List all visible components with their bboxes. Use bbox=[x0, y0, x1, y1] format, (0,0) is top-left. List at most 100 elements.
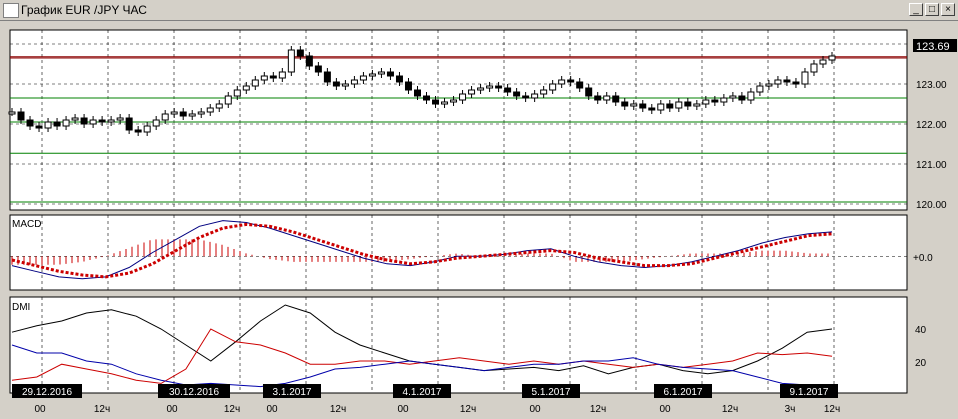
macd-zero-label: +0.0 bbox=[913, 253, 933, 264]
candle-body bbox=[215, 103, 223, 109]
date-label-bg bbox=[654, 384, 712, 398]
candle-body bbox=[323, 71, 331, 83]
candle-body bbox=[468, 89, 476, 95]
candle-body bbox=[359, 75, 367, 81]
date-label: 29.12.2016 bbox=[22, 387, 72, 398]
candle-body bbox=[495, 85, 503, 89]
candle-body bbox=[684, 101, 692, 107]
candle-body bbox=[756, 85, 764, 93]
candle-body bbox=[350, 79, 358, 85]
macd-lines bbox=[11, 220, 833, 280]
candle-body bbox=[206, 107, 214, 113]
macd-grid bbox=[10, 215, 907, 290]
dmi-lines bbox=[11, 304, 833, 388]
dmi-title: DMI bbox=[12, 302, 30, 313]
candle-body bbox=[17, 111, 25, 121]
candle-body bbox=[134, 129, 142, 133]
date-label: 5.1.2017 bbox=[532, 387, 571, 398]
candle-body bbox=[621, 101, 629, 107]
candle-body bbox=[332, 81, 340, 87]
candle-body bbox=[377, 71, 385, 75]
chart-app-icon bbox=[3, 3, 19, 18]
candle-body bbox=[450, 99, 458, 103]
candle-body bbox=[432, 99, 440, 105]
candle-body bbox=[287, 49, 295, 73]
macd-signal-line bbox=[11, 222, 833, 279]
dmi-grid bbox=[41, 297, 835, 393]
candle-body bbox=[107, 119, 115, 123]
macd-title: MACD bbox=[12, 219, 41, 230]
x-tick-label: 00 bbox=[659, 404, 671, 415]
price-tick-label: 120.00 bbox=[916, 200, 947, 211]
candle-body bbox=[576, 81, 584, 89]
candle-body bbox=[675, 101, 683, 109]
x-tick-label: 00 bbox=[397, 404, 409, 415]
candle-body bbox=[720, 97, 728, 103]
candle-body bbox=[125, 117, 133, 131]
candle-body bbox=[170, 111, 178, 115]
x-tick-label: 00 bbox=[34, 404, 46, 415]
date-label-bg bbox=[780, 384, 838, 398]
candle-body bbox=[738, 95, 746, 101]
price-tick-label: 123.00 bbox=[916, 80, 947, 91]
candle-body bbox=[423, 95, 431, 101]
candle-body bbox=[558, 79, 566, 85]
x-tick-label: 12ч bbox=[590, 404, 606, 415]
time-axis: 00 12ч 00 12ч 00 12ч 00 12ч 00 12ч 00 12ч 3ч 12ч bbox=[34, 404, 840, 415]
candle-body bbox=[531, 93, 539, 99]
x-tick-label: 00 bbox=[166, 404, 178, 415]
x-tick-label: 12ч bbox=[330, 404, 346, 415]
x-tick-label: 12ч bbox=[824, 404, 840, 415]
candle-body bbox=[413, 89, 421, 97]
close-button[interactable]: × bbox=[941, 3, 955, 16]
candle-body bbox=[260, 75, 268, 81]
candle-body bbox=[666, 103, 674, 109]
candle-body bbox=[314, 65, 322, 73]
candle-body bbox=[567, 79, 575, 83]
candle-body bbox=[179, 111, 187, 117]
candle-body bbox=[792, 81, 800, 85]
candle-body bbox=[197, 111, 205, 115]
candle-body bbox=[765, 83, 773, 87]
candle-body bbox=[161, 113, 169, 121]
x-tick-label: 00 bbox=[529, 404, 541, 415]
dmi-tick-20: 20 bbox=[915, 358, 927, 369]
candle-body bbox=[80, 117, 88, 125]
candle-body bbox=[233, 89, 241, 97]
candle-body bbox=[116, 117, 124, 121]
dmi-minus-line bbox=[11, 344, 833, 388]
candle-body bbox=[278, 71, 286, 79]
date-label-bg bbox=[263, 384, 321, 398]
candle-body bbox=[486, 85, 494, 89]
minimize-button[interactable]: _ bbox=[909, 3, 923, 16]
candle-body bbox=[404, 81, 412, 91]
maximize-button[interactable]: □ bbox=[925, 3, 939, 16]
candle-body bbox=[477, 87, 485, 91]
candle-body bbox=[89, 119, 97, 125]
x-tick-label: 12ч bbox=[224, 404, 240, 415]
current-price-bg bbox=[913, 39, 957, 52]
candle-body bbox=[603, 95, 611, 101]
candle-body bbox=[8, 111, 16, 115]
candle-body bbox=[729, 95, 737, 99]
candle-body bbox=[540, 89, 548, 95]
date-labels: 29.12.2016 30.12.2016 3.1.2017 4.1.2017 5.1.… bbox=[12, 384, 838, 398]
candle-body bbox=[62, 119, 70, 127]
candle-body bbox=[44, 121, 52, 129]
date-label: 30.12.2016 bbox=[169, 387, 219, 398]
x-tick-label: 3ч bbox=[785, 404, 796, 415]
candle-body bbox=[648, 107, 656, 111]
candle-body bbox=[152, 119, 160, 127]
candle-body bbox=[522, 95, 530, 99]
candle-body bbox=[747, 91, 755, 101]
candle-body bbox=[774, 79, 782, 85]
x-tick-label: 12ч bbox=[460, 404, 476, 415]
date-label: 6.1.2017 bbox=[664, 387, 703, 398]
candle-body bbox=[242, 85, 250, 91]
price-tick-label: 122.00 bbox=[916, 120, 947, 131]
candle-body bbox=[459, 93, 467, 101]
candle-body bbox=[35, 125, 43, 129]
date-label: 3.1.2017 bbox=[273, 387, 312, 398]
